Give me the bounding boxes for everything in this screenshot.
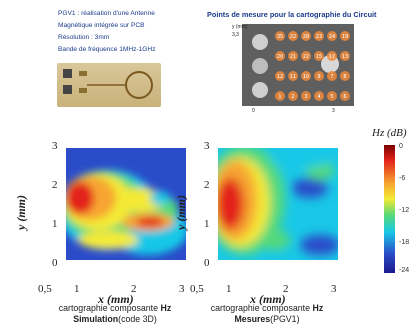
mesh-point <box>327 71 337 81</box>
left-y-tick-2: 2 <box>52 179 58 191</box>
left-y-tick-1: 1 <box>52 218 58 230</box>
left-x-tick-2: 2 <box>131 283 137 295</box>
right-x-tick-05: 0,5 <box>190 283 204 295</box>
mesh-point <box>314 91 324 101</box>
mesh-point <box>288 71 298 81</box>
mesh-point <box>340 51 350 61</box>
mesh-point <box>301 71 311 81</box>
mesh-point <box>327 51 337 61</box>
colorbar-tick-12: -12 <box>399 207 410 214</box>
mesh-point-label: 4 <box>317 94 320 100</box>
mesh-point-label: 24 <box>329 34 335 40</box>
mesh-title: Points de mesure pour la cartographie du… <box>207 10 377 19</box>
colorbar-tick-18: -18 <box>399 239 410 246</box>
mesh-point-label: 2 <box>291 94 294 100</box>
right-caption-line2: Mesures(PGV1) <box>234 314 300 324</box>
mesh-point <box>288 51 298 61</box>
mesh-point <box>301 51 311 61</box>
mesh-point-label: 5 <box>330 94 333 100</box>
left-y-tick-0: 0 <box>52 257 58 269</box>
mesh-y-label: y (mm) <box>232 24 248 30</box>
mesh-point-label: 35 <box>277 34 283 40</box>
right-y-label: y (mm) <box>174 195 188 230</box>
mesh-point-label: 13 <box>342 54 348 60</box>
mesh-point-label: 6 <box>343 94 346 100</box>
mesh-point-label: 10 <box>303 74 309 80</box>
right-x-tick-1: 1 <box>226 283 232 295</box>
circuit-photo: 35 22 28 23 24 19 20 21 22 15 17 13 12 11 10 9 7 8 1 2 3 4 5 6 <box>242 24 354 106</box>
colorbar-tick-6: -6 <box>399 175 406 182</box>
mesh-point <box>275 91 285 101</box>
right-y-tick-3: 3 <box>204 140 210 152</box>
info-title: PGV1 : réalisation d'une Antenne <box>58 10 155 17</box>
right-x-label: x (mm) <box>250 292 286 306</box>
mesh-point-label: 7 <box>330 74 333 80</box>
mesh-point <box>288 31 298 41</box>
mesh-point-label: 22 <box>303 54 309 60</box>
info-line-2: Magnétique intégrée sur PCB <box>58 22 145 29</box>
mesh-point <box>340 91 350 101</box>
right-y-tick-2: 2 <box>204 179 210 191</box>
mesh-point-label: 23 <box>316 34 322 40</box>
mesh-point <box>314 31 324 41</box>
left-x-label: x (mm) <box>98 292 134 306</box>
left-y-tick-3: 3 <box>52 140 58 152</box>
mesh-point-label: 9 <box>317 74 320 80</box>
mesh-point-label: 20 <box>277 54 283 60</box>
right-x-tick-2: 2 <box>283 283 289 295</box>
right-x-tick-3: 3 <box>331 283 337 295</box>
mesh-point <box>340 71 350 81</box>
simulation-heatmap <box>66 148 186 260</box>
colorbar-tick-24: -24 <box>399 267 410 274</box>
left-caption-line1: cartographie composante Hz <box>58 303 172 313</box>
colorbar <box>384 145 395 273</box>
right-caption-line1: cartographie composante Hz <box>210 303 324 313</box>
left-x-tick-3: 3 <box>179 283 185 295</box>
right-y-tick-1: 1 <box>204 218 210 230</box>
mesh-point <box>275 71 285 81</box>
mesh-point-label: 1 <box>278 94 281 100</box>
mesh-x-0: 0 <box>252 108 255 114</box>
mesh-point <box>327 31 337 41</box>
mesh-point-label: 22 <box>290 34 296 40</box>
colorbar-title: Hz (dB) <box>372 127 407 139</box>
mesh-point-label: 21 <box>290 54 296 60</box>
mesh-y-max: 3,3 <box>232 32 239 38</box>
info-line-4: Bande de fréquence 1MHz-1GHz <box>58 46 156 53</box>
mesh-x-3: 3 <box>332 108 335 114</box>
mesh-point-label: 3 <box>304 94 307 100</box>
mesh-point-label: 19 <box>342 34 348 40</box>
left-x-tick-05: 0,5 <box>38 283 52 295</box>
mesh-point <box>314 51 324 61</box>
left-x-tick-1: 1 <box>74 283 80 295</box>
mesh-point-label: 17 <box>329 54 335 60</box>
mesh-point <box>340 31 350 41</box>
mesh-point-label: 8 <box>343 74 346 80</box>
mesh-point-label: 28 <box>303 34 309 40</box>
mesh-point <box>301 91 311 101</box>
info-line-3: Résolution : 3mm <box>58 34 110 41</box>
mesh-point <box>301 31 311 41</box>
colorbar-tick-0: 0 <box>399 143 403 150</box>
left-y-label: y (mm) <box>14 195 28 230</box>
mesh-point <box>327 91 337 101</box>
mesh-point <box>314 71 324 81</box>
mesh-point-label: 12 <box>277 74 283 80</box>
left-caption-line2: Simulation(code 3D) <box>73 314 157 324</box>
mesh-point <box>275 51 285 61</box>
pcb-antenna-photo <box>57 63 161 107</box>
measurement-heatmap <box>218 148 338 260</box>
mesh-point-label: 15 <box>316 54 322 60</box>
mesh-point <box>288 91 298 101</box>
mesh-point-label: 11 <box>290 74 296 80</box>
mesh-point <box>275 31 285 41</box>
right-y-tick-0: 0 <box>204 257 210 269</box>
